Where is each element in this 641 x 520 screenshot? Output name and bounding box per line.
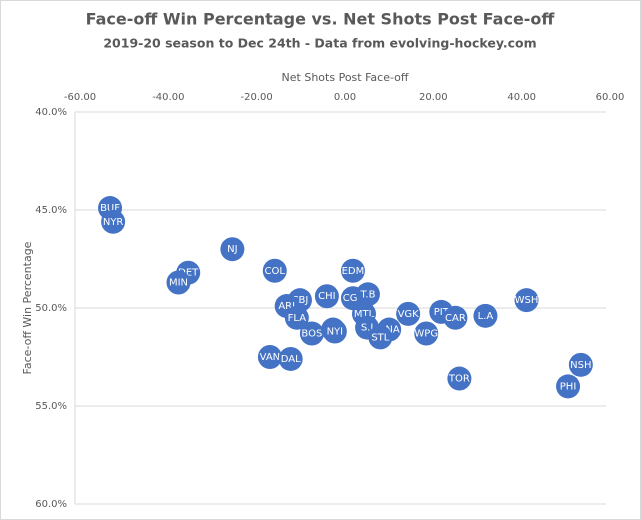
- y-tick-label: 40.0%: [35, 107, 67, 118]
- point: [314, 284, 339, 309]
- y-tick-label: 55.0%: [35, 401, 67, 412]
- point: [396, 301, 421, 326]
- point: [368, 325, 393, 350]
- point-label: CAR: [445, 313, 466, 324]
- point-label: MTL: [354, 309, 375, 320]
- point: [443, 305, 468, 330]
- point: [284, 305, 309, 330]
- point-label: CGY: [343, 293, 364, 304]
- point: [101, 209, 126, 234]
- point-label: NJ: [227, 244, 237, 255]
- x-tick-label: -20.00: [241, 92, 273, 103]
- point: [278, 346, 303, 371]
- point-label: S.J: [361, 323, 373, 334]
- point: [355, 282, 380, 307]
- x-tick-label: -60.00: [64, 92, 96, 103]
- point-label: TOR: [448, 374, 470, 385]
- y-tick-label: 45.0%: [35, 205, 67, 216]
- x-tick-label: 60.00: [596, 92, 625, 103]
- y-tick-label: 50.0%: [35, 303, 67, 314]
- point-label: ARI: [278, 301, 295, 312]
- point: [299, 321, 324, 346]
- point: [262, 258, 287, 283]
- point: [556, 374, 581, 399]
- point: [514, 288, 539, 313]
- point-label: STL: [371, 332, 389, 343]
- point-label: WSH: [515, 295, 539, 306]
- point-label: EDM: [342, 266, 365, 277]
- point-label: DAL: [281, 354, 301, 365]
- point-label: DET: [178, 268, 199, 279]
- point-label: PIT: [434, 307, 450, 318]
- point: [414, 321, 439, 346]
- x-tick-label: 40.00: [507, 92, 536, 103]
- point-label: BOS: [301, 328, 322, 339]
- point-label: WPG: [414, 328, 438, 339]
- point-label: CBJ: [292, 295, 309, 306]
- point-label: CHI: [318, 291, 335, 302]
- point-label: COL: [265, 266, 286, 277]
- point-label: NYR: [103, 217, 124, 228]
- point: [340, 258, 365, 283]
- point-label: PHI: [560, 381, 577, 392]
- chart-title: Face-off Win Percentage vs. Net Shots Po…: [86, 10, 556, 29]
- point-label: L.A: [478, 311, 494, 322]
- point-label: FLA: [288, 313, 307, 324]
- point-label: VAN: [260, 352, 281, 363]
- point: [473, 303, 498, 328]
- point: [447, 366, 472, 391]
- y-axis-title: Face-off Win Percentage: [21, 241, 34, 374]
- x-tick-label: 0.00: [334, 92, 356, 103]
- point-label: NSH: [570, 360, 591, 371]
- y-tick-label: 60.0%: [35, 499, 67, 510]
- point: [220, 237, 245, 262]
- point-label: MIN: [169, 278, 188, 289]
- point: [568, 352, 593, 377]
- point-label: VGK: [398, 309, 420, 320]
- point: [166, 270, 191, 295]
- point: [322, 319, 347, 344]
- x-tick-label: -40.00: [152, 92, 184, 103]
- x-tick-label: 20.00: [419, 92, 448, 103]
- chart-subtitle: 2019-20 season to Dec 24th - Data from e…: [103, 36, 536, 51]
- x-axis-title: Net Shots Post Face-off: [282, 71, 409, 84]
- point-label: BUF: [100, 203, 120, 214]
- point-label: NYI: [327, 327, 344, 338]
- point: [257, 345, 282, 369]
- point-label: T.B: [359, 289, 375, 300]
